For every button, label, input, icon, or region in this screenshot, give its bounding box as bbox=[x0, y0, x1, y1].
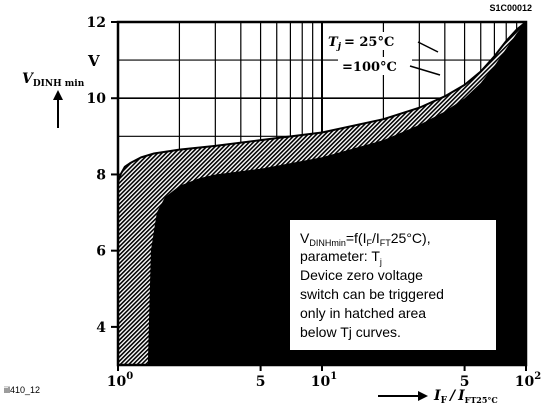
y-ticks: 4 6 8 10 12 bbox=[87, 15, 118, 336]
y-tick-label: 10 bbox=[87, 91, 107, 107]
x-axis-label: IF / IFT25°C bbox=[433, 388, 498, 406]
x-tick-label: 101 bbox=[311, 371, 337, 390]
svg-text:Device zero voltage: Device zero voltage bbox=[300, 267, 423, 283]
svg-text:=100°C: =100°C bbox=[342, 60, 397, 75]
footer-id: iil410_12 bbox=[4, 385, 40, 395]
y-tick-label: 4 bbox=[96, 320, 106, 336]
y-tick-label: 8 bbox=[96, 167, 106, 183]
x-axis-symbol-2: I bbox=[457, 388, 465, 404]
y-unit: V bbox=[87, 52, 100, 70]
x-tick-label: 100 bbox=[107, 371, 133, 390]
series-line-tj-25 bbox=[118, 22, 526, 183]
x-axis-symbol-1: I bbox=[433, 388, 441, 404]
figure-id: S1C00012 bbox=[489, 3, 532, 13]
svg-text:Tj= 25°C: Tj = 25°C bbox=[328, 35, 394, 52]
x-axis-sub-2: FT25°C bbox=[465, 395, 498, 405]
x-tick-label: 102 bbox=[515, 371, 541, 390]
curve-label-100: =100°C bbox=[338, 57, 441, 76]
x-axis-sub-1: F bbox=[441, 396, 448, 406]
x-ticks: 100 5 101 5 102 bbox=[107, 365, 541, 390]
annotation-box: VDINHmin=f(IF/IFT25°C), parameter: Tj De… bbox=[290, 220, 496, 350]
svg-text:parameter: Tj: parameter: Tj bbox=[300, 248, 382, 267]
y-axis-label: VDINH min bbox=[22, 71, 85, 89]
x-axis-arrow bbox=[378, 391, 428, 401]
svg-text:below Tj curves.: below Tj curves. bbox=[300, 324, 401, 340]
y-axis-arrow bbox=[53, 90, 63, 128]
svg-text:VDINHmin=f(IF/IFT25°C),: VDINHmin=f(IF/IFT25°C), bbox=[300, 230, 431, 248]
y-axis-symbol: V bbox=[22, 71, 35, 87]
svg-text:switch can be triggered: switch can be triggered bbox=[300, 286, 444, 302]
x-tick-label: 5 bbox=[256, 374, 266, 390]
curve-label-25: Tj = 25°C bbox=[324, 32, 439, 53]
y-tick-label: 6 bbox=[96, 244, 106, 260]
y-tick-label: 12 bbox=[87, 15, 106, 31]
svg-text:only in hatched area: only in hatched area bbox=[300, 305, 426, 321]
y-axis-subscript: DINH min bbox=[33, 79, 85, 89]
x-tick-label: 5 bbox=[460, 374, 470, 390]
